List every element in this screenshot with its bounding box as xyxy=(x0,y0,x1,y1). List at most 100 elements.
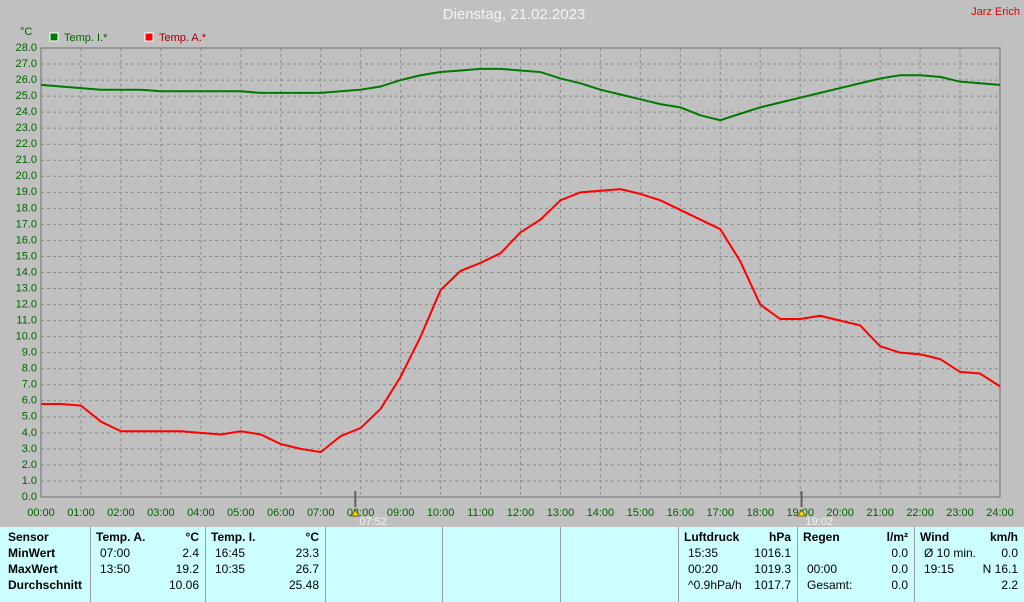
x-tick-label: 22:00 xyxy=(906,507,934,519)
x-tick-label: 04:00 xyxy=(187,507,215,519)
cell-value: N 16.1 xyxy=(982,562,1018,576)
y-tick-label: 17.0 xyxy=(16,218,37,230)
x-tick-label: 18:00 xyxy=(746,507,774,519)
cell-value: 0.0 xyxy=(1001,546,1018,560)
y-tick-label: 10.0 xyxy=(16,331,37,343)
column-unit: °C xyxy=(185,530,199,544)
column-separator xyxy=(914,527,915,602)
cell-value: 19.2 xyxy=(175,562,199,576)
cell-time: 19:15 xyxy=(924,562,955,576)
author: Jarz Erich xyxy=(971,6,1020,18)
legend-swatch xyxy=(144,32,154,42)
y-tick-label: 25.0 xyxy=(16,90,37,102)
cell-value: 1016.1 xyxy=(754,546,791,560)
x-tick-label: 23:00 xyxy=(946,507,974,519)
x-tick-label: 10:00 xyxy=(427,507,455,519)
cell-time: ^0.9hPa/h xyxy=(688,578,742,592)
y-tick-label: 23.0 xyxy=(16,122,37,134)
column-unit: hPa xyxy=(768,530,791,544)
y-tick-label: 1.0 xyxy=(22,475,37,487)
y-tick-label: 24.0 xyxy=(16,106,37,118)
stats-table: Sensor MinWert MaxWert Durchschnitt Temp. A.… xyxy=(0,527,1024,602)
cell-time: 07:00 xyxy=(100,546,131,560)
cell-time: 15:35 xyxy=(688,546,719,560)
column-header: Temp. I. xyxy=(211,530,256,544)
row-label: MinWert xyxy=(8,546,56,560)
y-tick-label: 16.0 xyxy=(16,234,37,246)
cell-value: 25.48 xyxy=(288,578,319,592)
series-line xyxy=(40,67,1001,122)
column-separator xyxy=(797,527,798,602)
row-label: MaxWert xyxy=(8,562,58,576)
y-tick-label: 11.0 xyxy=(16,315,37,327)
column-unit: km/h xyxy=(989,530,1018,544)
y-tick-label: 7.0 xyxy=(22,379,37,391)
column-separator xyxy=(560,527,561,602)
column-header: Luftdruck xyxy=(684,530,740,544)
y-tick-label: 18.0 xyxy=(16,202,37,214)
x-tick-label: 01:00 xyxy=(67,507,95,519)
y-tick-label: 19.0 xyxy=(16,186,37,198)
x-tick-label: 20:00 xyxy=(826,507,854,519)
x-tick-label: 11:00 xyxy=(467,507,494,519)
cell-value: 1017.7 xyxy=(754,578,791,592)
chart-title: Dienstag, 21.02.2023 xyxy=(443,6,586,23)
x-tick-label: 13:00 xyxy=(547,507,575,519)
cell-time: 13:50 xyxy=(100,562,131,576)
x-tick-label: 17:00 xyxy=(707,507,735,519)
x-tick-label: 07:00 xyxy=(307,507,335,519)
y-axis-label: °C xyxy=(20,26,32,38)
x-tick-label: 21:00 xyxy=(866,507,894,519)
cell-value: 0.0 xyxy=(891,546,908,560)
column-separator xyxy=(325,527,326,602)
cell-time: 00:00 xyxy=(807,562,838,576)
series-line xyxy=(41,188,1001,454)
cell-value: 2.4 xyxy=(182,546,199,560)
x-tick-label: 06:00 xyxy=(267,507,295,519)
x-tick-label: 14:00 xyxy=(587,507,615,519)
cell-value: 0.0 xyxy=(891,578,908,592)
cell-time: 10:35 xyxy=(215,562,246,576)
x-tick-label: 02:00 xyxy=(107,507,135,519)
sun-marker-label: 19:02 xyxy=(806,516,834,527)
legend-label: Temp. I.* xyxy=(64,32,108,44)
y-tick-label: 13.0 xyxy=(16,282,37,294)
cell-value: 26.7 xyxy=(295,562,319,576)
column-unit: l/m² xyxy=(886,530,908,544)
cell-time: 16:45 xyxy=(215,546,246,560)
y-tick-label: 4.0 xyxy=(22,427,37,439)
cell-time: 00:20 xyxy=(688,562,719,576)
plot-frame xyxy=(40,47,1001,498)
x-tick-label: 00:00 xyxy=(27,507,55,519)
column-separator xyxy=(205,527,206,602)
x-tick-label: 15:00 xyxy=(627,507,655,519)
cell-value: 10.06 xyxy=(168,578,199,592)
x-tick-label: 24:00 xyxy=(986,507,1014,519)
column-separator xyxy=(90,527,91,602)
sun-marker-label: 07:52 xyxy=(359,516,387,527)
y-tick-label: 0.0 xyxy=(22,491,37,503)
column-unit: °C xyxy=(305,530,319,544)
x-tick-label: 05:00 xyxy=(227,507,255,519)
column-header: Temp. A. xyxy=(96,530,146,544)
cell-time: Ø 10 min. xyxy=(924,546,977,560)
y-tick-label: 28.0 xyxy=(16,42,37,54)
x-tick-label: 16:00 xyxy=(667,507,695,519)
chart: Dienstag, 21.02.2023 Jarz Erich °C 0.0 1.… xyxy=(16,6,1020,527)
row-label: Sensor xyxy=(8,530,49,544)
cell-value: 2.2 xyxy=(1001,578,1018,592)
cell-value: 0.0 xyxy=(891,562,908,576)
legend-swatch xyxy=(49,32,59,42)
y-tick-label: 6.0 xyxy=(22,395,37,407)
y-tick-label: 20.0 xyxy=(16,170,37,182)
y-tick-label: 22.0 xyxy=(16,138,37,150)
y-tick-label: 14.0 xyxy=(16,266,37,278)
y-tick-label: 3.0 xyxy=(22,443,37,455)
sun-icon xyxy=(796,509,807,517)
y-tick-label: 26.0 xyxy=(16,74,37,86)
column-header: Wind xyxy=(920,530,950,544)
x-tick-label: 09:00 xyxy=(387,507,415,519)
cell-value: 23.3 xyxy=(295,546,319,560)
y-tick-label: 12.0 xyxy=(16,298,37,310)
